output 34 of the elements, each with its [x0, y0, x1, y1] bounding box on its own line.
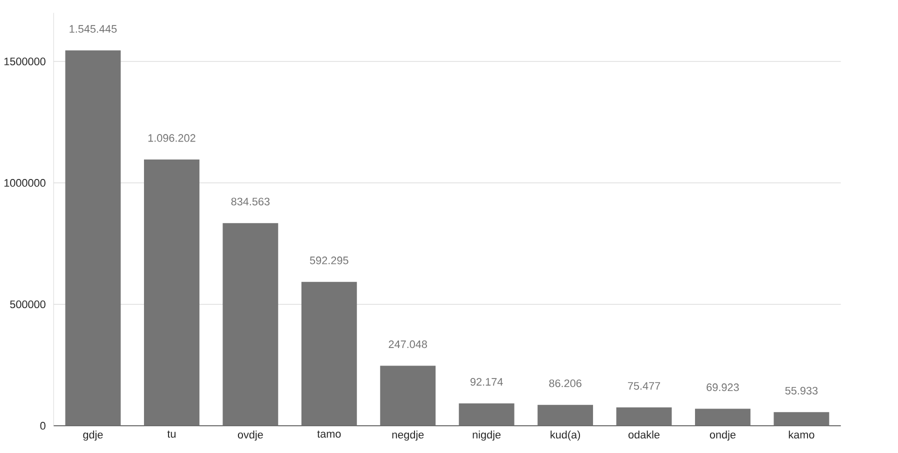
- data-label: 69.923: [706, 384, 739, 392]
- data-label: 592.295: [310, 256, 348, 264]
- bar: [222, 223, 278, 426]
- x-tick-label: ondje: [710, 430, 736, 441]
- bar: [695, 409, 750, 426]
- data-label: 55.933: [785, 387, 818, 395]
- data-label: 1.096.202: [148, 134, 196, 142]
- x-tick-label: gdje: [83, 430, 103, 441]
- bar: [774, 412, 830, 426]
- bar: [301, 282, 357, 426]
- data-label: 92.174: [470, 378, 503, 386]
- data-label: 834.563: [231, 198, 270, 206]
- x-tick-label: ovdje: [238, 430, 263, 441]
- bar: [616, 408, 672, 426]
- y-tick-label: 1000000: [4, 179, 46, 187]
- bar: [65, 50, 121, 426]
- bar: [380, 366, 436, 426]
- y-tick-label: 1500000: [4, 58, 46, 66]
- bar: [458, 404, 514, 426]
- y-tick-label: 500000: [10, 300, 46, 308]
- x-tick-label: odakle: [628, 430, 660, 439]
- x-tick-label: tu: [167, 430, 176, 438]
- x-tick-label: nigdje: [472, 430, 501, 441]
- x-tick-label: kamo: [788, 430, 814, 439]
- bar: [144, 160, 200, 426]
- data-label: 86.206: [549, 380, 582, 388]
- data-label: 247.048: [388, 340, 427, 348]
- data-label: 1.545.445: [70, 25, 117, 33]
- x-tick-label: kud(a): [550, 430, 580, 441]
- x-tick-label: negdje: [392, 430, 424, 441]
- data-label: 75.477: [628, 382, 660, 390]
- bar: [538, 405, 594, 426]
- y-tick-label: 0: [40, 422, 46, 430]
- x-tick-label: tamo: [317, 430, 341, 438]
